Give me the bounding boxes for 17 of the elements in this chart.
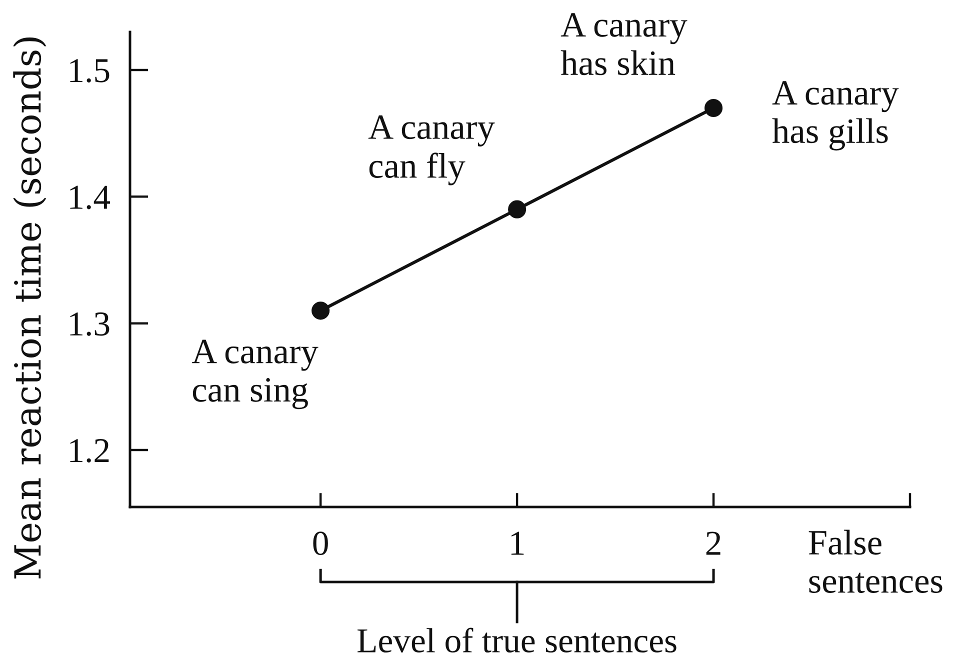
x-axis-title: Level of true sentences [358, 628, 676, 653]
x-tick-label: 2 [706, 532, 720, 555]
text: False sentences [808, 530, 942, 593]
point [312, 302, 330, 320]
y-tick-label: 1.5 [70, 59, 110, 83]
y-tick-label: 1.3 [70, 312, 110, 336]
annotation: A canary has gills [772, 81, 899, 150]
x-tick-label: 1 [511, 532, 524, 555]
y-tick-label: 1.2 [70, 439, 109, 463]
annotation: A canary can sing [192, 340, 318, 410]
point [508, 200, 526, 218]
y-axis-title: Mean reaction time (seconds) [13, 38, 46, 579]
annotation: A canary has skin [560, 13, 688, 76]
x-tick-label: 0 [313, 532, 328, 556]
point [704, 98, 723, 118]
y-tick-label: 1.4 [70, 186, 110, 210]
annotation: A canary can fly [368, 115, 495, 186]
